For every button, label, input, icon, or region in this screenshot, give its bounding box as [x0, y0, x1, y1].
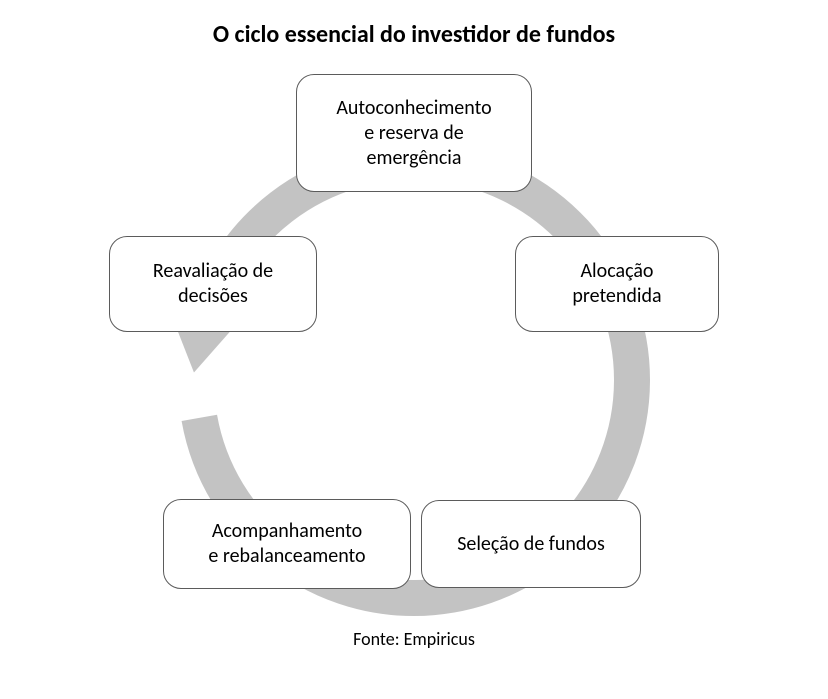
cycle-node-label: Autoconhecimentoe reserva deemergência: [336, 96, 491, 171]
cycle-node-label: Acompanhamentoe rebalanceamento: [208, 519, 365, 569]
cycle-node-label: Seleção de fundos: [457, 532, 605, 557]
cycle-node-n2: Alocaçãopretendida: [515, 236, 719, 332]
cycle-node-label: Alocaçãopretendida: [572, 259, 661, 309]
diagram-canvas: O ciclo essencial do investidor de fundo…: [0, 0, 828, 699]
source-label: Fonte: Empiricus: [0, 628, 828, 650]
cycle-node-label: Reavaliação dedecisões: [153, 259, 273, 309]
cycle-node-n1: Autoconhecimentoe reserva deemergência: [296, 74, 532, 192]
cycle-node-n4: Acompanhamentoe rebalanceamento: [163, 499, 411, 589]
cycle-node-n3: Seleção de fundos: [421, 500, 641, 588]
cycle-node-n5: Reavaliação dedecisões: [109, 236, 317, 332]
